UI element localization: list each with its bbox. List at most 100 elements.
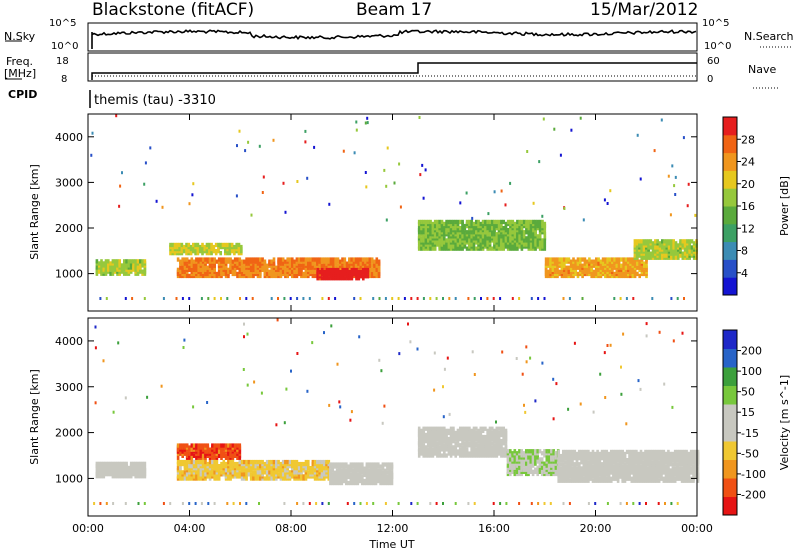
velocity-echo-cell (547, 463, 551, 468)
power-echo-cell (238, 261, 242, 266)
power-echo-cell (661, 239, 664, 244)
velocity-echo-cell (331, 462, 334, 467)
power-echo-cell (592, 269, 596, 274)
velocity-ground-cell (169, 502, 172, 505)
power-echo-cell (585, 263, 589, 268)
velocity-echo-cell (316, 459, 319, 465)
power-echo-cell (556, 257, 559, 262)
freq-trace (91, 62, 697, 80)
velocity-echo-cell (591, 464, 595, 469)
power-noise-cell (542, 117, 545, 121)
power-echo-cell (228, 246, 232, 252)
velocity-echo-cell (628, 449, 631, 455)
power-noise-cell (500, 189, 503, 193)
velocity-echo-cell (227, 443, 230, 448)
velocity-echo-cell (445, 434, 448, 440)
power-echo-cell (475, 240, 478, 245)
velocity-echo-cell (361, 462, 364, 467)
power-ground-cell (220, 297, 222, 300)
velocity-echo-cell (275, 459, 278, 465)
velocity-echo-cell (614, 449, 618, 455)
power-noise-cell (258, 144, 261, 148)
power-echo-cell (179, 259, 182, 264)
velocity-ground-cell (530, 502, 533, 505)
velocity-echo-cell (381, 462, 385, 467)
velocity-ground-cell (670, 502, 673, 505)
velocity-echo-cell (183, 470, 187, 475)
power-echo-cell (536, 238, 540, 243)
power-noise-cell (532, 201, 535, 205)
velocity-echo-cell (188, 445, 191, 450)
velocity-echo-cell (635, 449, 638, 455)
power-echo-cell (304, 273, 308, 279)
power-noise-cell (144, 161, 147, 165)
velocity-ground-cell (397, 502, 400, 505)
power-echo-cell (679, 239, 682, 244)
power-ground-cell (530, 297, 533, 300)
power-echo-cell (431, 246, 435, 251)
velocity-echo-cell (249, 459, 253, 465)
power-noise-cell (306, 176, 309, 180)
power-echo-cell (284, 259, 287, 264)
velocity-echo-cell (431, 426, 435, 431)
power-echo-cell (690, 249, 694, 254)
velocity-echo-cell (204, 472, 207, 477)
power-echo-cell (320, 276, 324, 281)
power-echo-cell (465, 219, 469, 225)
velocity-echo-cell (630, 449, 634, 455)
power-echo-cell (370, 257, 374, 262)
power-echo-cell (433, 219, 437, 225)
power-echo-cell (182, 244, 186, 250)
velocity-echo-cell (632, 449, 636, 455)
power-echo-cell (500, 223, 503, 229)
power-noise-cell (660, 118, 663, 122)
power-echo-cell (293, 259, 296, 264)
velocity-noise-cell (285, 387, 288, 391)
velocity-echo-cell (286, 474, 289, 479)
power-echo-cell (543, 246, 547, 251)
velocity-echo-cell (529, 449, 533, 454)
power-noise-cell (393, 181, 396, 185)
velocity-echo-cell (420, 434, 423, 440)
velocity-echo-cell (443, 436, 446, 442)
power-echo-cell (611, 263, 614, 268)
power-echo-cell (459, 234, 462, 239)
velocity-ground-cell (232, 502, 235, 505)
power-ground-cell (492, 297, 495, 300)
y-tick-label: 4000 (55, 131, 83, 144)
velocity-echo-cell (662, 449, 666, 455)
velocity-echo-cell (111, 461, 115, 466)
power-echo-cell (320, 272, 324, 277)
velocity-echo-cell (667, 449, 670, 455)
velocity-echo-cell (568, 478, 572, 483)
velocity-echo-cell (506, 463, 510, 468)
velocity-ground-cell (499, 502, 502, 505)
power-echo-cell (350, 267, 354, 273)
power-echo-cell (601, 257, 605, 262)
power-echo-cell (323, 267, 326, 272)
power-noise-cell (609, 189, 612, 193)
power-echo-cell (495, 232, 499, 237)
velocity-echo-cell (224, 468, 228, 473)
power-echo-cell (574, 259, 577, 264)
velocity-ground-cell (137, 502, 140, 505)
power-echo-cell (215, 259, 219, 264)
velocity-ground-cell (258, 502, 260, 505)
velocity-echo-cell (628, 456, 631, 461)
velocity-noise-cell (622, 332, 625, 336)
power-noise-cell (636, 133, 639, 137)
velocity-echo-cell (696, 470, 700, 475)
power-echo-cell (259, 257, 262, 262)
velocity-echo-cell (692, 464, 695, 469)
velocity-echo-cell (445, 453, 448, 458)
velocity-echo-cell (589, 472, 592, 477)
velocity-echo-cell (386, 462, 389, 467)
velocity-echo-cell (222, 459, 226, 465)
power-echo-cell (295, 261, 299, 266)
velocity-echo-cell (630, 470, 634, 475)
power-echo-cell (520, 219, 524, 225)
velocity-echo-cell (272, 459, 276, 465)
velocity-echo-cell (671, 451, 675, 457)
power-echo-layer (90, 114, 698, 300)
power-echo-cell (293, 273, 296, 279)
